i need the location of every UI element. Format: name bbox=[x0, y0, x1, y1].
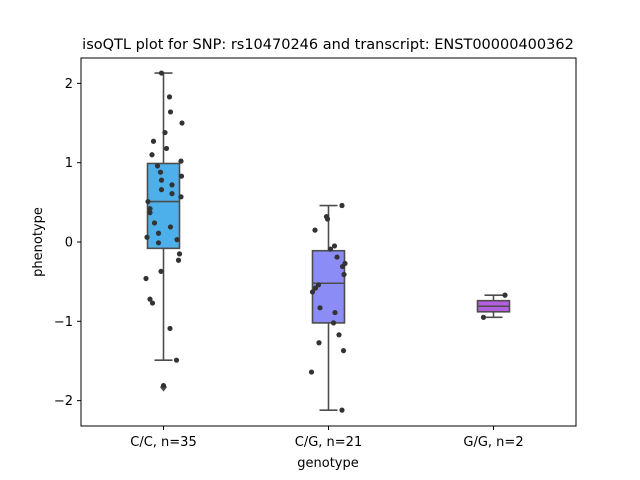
data-point bbox=[167, 325, 173, 332]
box-group-3 bbox=[476, 294, 511, 319]
data-point bbox=[175, 257, 182, 263]
box bbox=[146, 162, 181, 250]
data-point bbox=[158, 187, 165, 193]
data-point bbox=[149, 300, 156, 306]
data-point bbox=[147, 296, 153, 302]
y-tick-label: −2 bbox=[54, 394, 73, 409]
box-group-1 bbox=[146, 72, 181, 392]
data-point bbox=[309, 289, 316, 295]
data-point bbox=[169, 191, 175, 197]
data-point bbox=[166, 94, 173, 100]
data-point bbox=[147, 210, 153, 216]
strip-points-1 bbox=[143, 70, 185, 389]
data-point bbox=[155, 230, 162, 236]
y-tick-label: 2 bbox=[65, 77, 73, 92]
data-point bbox=[332, 309, 338, 316]
data-point bbox=[149, 152, 155, 158]
axes: −2 −1 0 1 2 C/C, n=35 C/G, n=21 G/G, n=2 bbox=[54, 77, 524, 450]
data-point bbox=[178, 194, 184, 200]
data-point bbox=[312, 227, 318, 233]
data-point bbox=[144, 234, 150, 240]
data-point bbox=[143, 275, 149, 282]
data-point bbox=[176, 251, 183, 257]
data-point bbox=[160, 382, 167, 389]
data-point bbox=[151, 220, 158, 226]
y-tick-label: −1 bbox=[54, 315, 73, 330]
data-point bbox=[162, 129, 168, 136]
data-point bbox=[312, 285, 319, 291]
data-point bbox=[167, 224, 174, 230]
strip-points-2 bbox=[308, 202, 348, 413]
y-axis-label: phenotype bbox=[31, 207, 46, 277]
data-point bbox=[157, 169, 164, 175]
x-axis-label: genotype bbox=[297, 456, 358, 471]
data-point bbox=[331, 243, 338, 249]
data-point bbox=[158, 177, 165, 183]
x-tick-label: C/G, n=21 bbox=[295, 435, 362, 450]
data-point bbox=[163, 145, 170, 152]
strip-points-3 bbox=[480, 292, 508, 320]
data-point bbox=[340, 348, 347, 354]
data-point bbox=[339, 407, 345, 413]
data-point bbox=[179, 120, 185, 126]
data-point bbox=[324, 216, 331, 222]
data-point bbox=[147, 206, 153, 212]
data-point bbox=[173, 357, 180, 363]
data-point bbox=[154, 163, 161, 169]
plot-area bbox=[143, 70, 511, 413]
data-point bbox=[178, 173, 185, 179]
data-point bbox=[145, 198, 151, 205]
data-point bbox=[316, 340, 322, 346]
data-point bbox=[158, 70, 165, 76]
data-point bbox=[155, 240, 162, 246]
data-point bbox=[169, 182, 175, 188]
data-point bbox=[502, 292, 508, 298]
data-point bbox=[327, 246, 334, 252]
data-point bbox=[158, 268, 164, 274]
data-point bbox=[167, 109, 174, 115]
chart-title: isoQTL plot for SNP: rs10470246 and tran… bbox=[82, 37, 574, 53]
y-tick-label: 1 bbox=[65, 156, 73, 171]
data-point bbox=[339, 202, 345, 209]
data-point bbox=[336, 332, 342, 338]
data-point bbox=[174, 237, 180, 243]
x-tick-label: C/C, n=35 bbox=[130, 435, 196, 450]
data-point bbox=[480, 314, 487, 320]
data-point bbox=[150, 138, 157, 144]
data-point bbox=[330, 320, 337, 326]
data-point bbox=[341, 271, 347, 278]
data-point bbox=[308, 369, 315, 375]
data-point bbox=[317, 305, 323, 311]
data-point bbox=[339, 263, 346, 270]
x-tick-label: G/G, n=2 bbox=[463, 435, 523, 450]
y-tick-label: 0 bbox=[65, 236, 73, 251]
data-point bbox=[334, 254, 340, 260]
data-point bbox=[178, 158, 184, 164]
